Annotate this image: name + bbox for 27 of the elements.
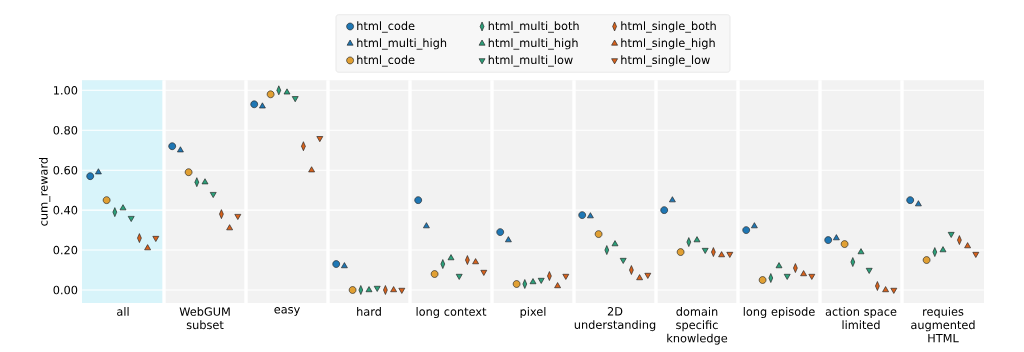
legend-label: html_multi_low bbox=[488, 55, 573, 67]
y-tick-label: 0.20 bbox=[53, 245, 78, 255]
x-tick-label: pixel bbox=[520, 307, 546, 318]
legend-label: html_code bbox=[357, 55, 415, 67]
x-tick-label: 2D understanding bbox=[574, 307, 656, 332]
x-tick-label: WebGUM subset bbox=[179, 307, 230, 330]
x-tick-label: domain specific knowledge bbox=[667, 307, 728, 345]
y-tick-label: 0.00 bbox=[53, 285, 78, 295]
legend-label: html_multi_high bbox=[488, 38, 578, 50]
x-tick-label: easy bbox=[274, 307, 300, 316]
y-tick-label: 1.00 bbox=[53, 86, 78, 95]
x-tick-label: long context bbox=[416, 307, 487, 318]
y-tick-label: 0.60 bbox=[53, 165, 78, 175]
y-tick-label: 0.80 bbox=[53, 125, 78, 135]
x-tick-label: hard bbox=[357, 307, 381, 316]
y-tick-label: 0.40 bbox=[53, 205, 78, 215]
legend-label: html_single_both bbox=[621, 21, 716, 33]
legend-label: html_multi_both bbox=[488, 21, 579, 33]
legend-label: html_multi_high bbox=[357, 38, 447, 50]
legend-label: html_single_low bbox=[621, 55, 710, 67]
legend-label: html_single_high bbox=[621, 38, 715, 50]
y-axis-title: cum_reward bbox=[38, 157, 51, 226]
x-tick-label: requies augmented HTML bbox=[911, 307, 975, 343]
x-tick-label: action space limited bbox=[825, 307, 897, 330]
legend-label: html_code bbox=[357, 21, 415, 33]
x-tick-label: long episode bbox=[743, 307, 815, 318]
x-tick-label: all bbox=[117, 307, 129, 316]
